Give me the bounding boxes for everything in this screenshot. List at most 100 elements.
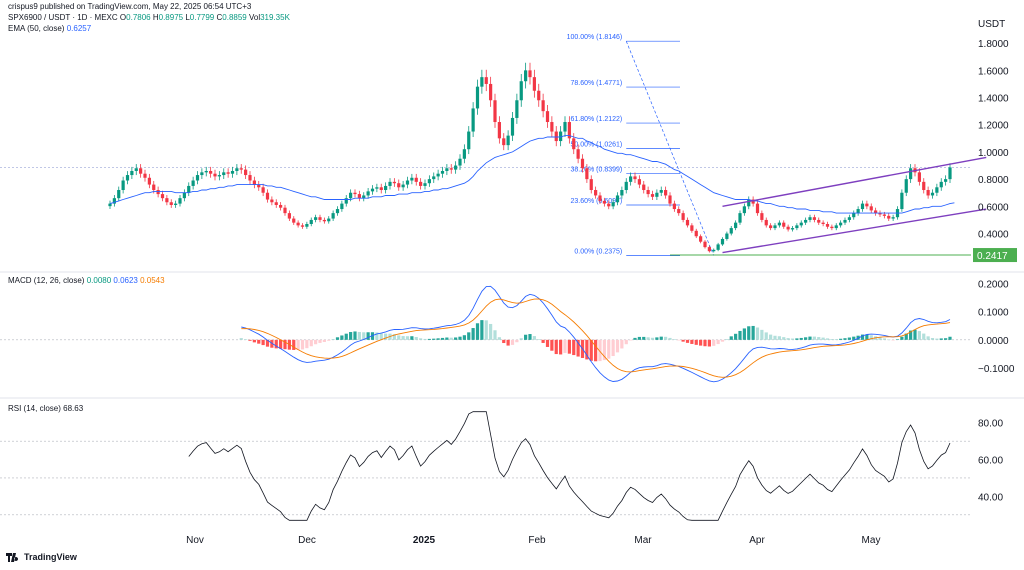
macd-histogram-bar xyxy=(598,339,602,362)
price-tick-label: 0.6000 xyxy=(978,202,1009,213)
macd-histogram-bar xyxy=(257,339,261,344)
macd-histogram-bar xyxy=(882,338,886,340)
macd-histogram-bar xyxy=(379,333,383,340)
macd-histogram-bar xyxy=(703,339,707,347)
macd-histogram-bar xyxy=(397,335,401,340)
macd-histogram-bar xyxy=(493,330,497,340)
candle-body xyxy=(611,202,615,207)
macd-histogram-bar xyxy=(305,339,309,349)
macd-histogram-bar xyxy=(817,337,821,340)
tradingview-footer: TradingView xyxy=(6,552,77,562)
candle-body xyxy=(550,122,554,132)
candle-body xyxy=(125,175,130,181)
candle-body xyxy=(594,190,598,196)
macd-histogram-bar xyxy=(515,339,519,343)
rsi-tick-label: 60.00 xyxy=(978,456,1003,467)
macd-histogram-bar xyxy=(322,339,326,342)
candle-body xyxy=(440,170,445,174)
candle-body xyxy=(856,209,860,214)
candle-body xyxy=(191,180,195,186)
candle-body xyxy=(646,190,650,195)
candle-body xyxy=(174,203,178,205)
candle-body xyxy=(187,185,191,193)
macd-histogram-bar xyxy=(445,337,449,340)
x-tick-label: Nov xyxy=(186,535,204,546)
macd-histogram-bar xyxy=(375,332,379,340)
macd-histogram-bar xyxy=(261,339,265,346)
candle-body xyxy=(830,226,834,229)
macd-histogram-bar xyxy=(694,339,698,345)
candle-body xyxy=(222,172,226,176)
macd-histogram-bar xyxy=(405,336,410,340)
candle-body xyxy=(659,190,663,193)
candle-body xyxy=(475,86,480,109)
candle-body xyxy=(541,100,545,112)
candle-body xyxy=(134,168,138,171)
macd-histogram-bar xyxy=(869,335,873,340)
macd-histogram-bar xyxy=(751,325,755,340)
macd-line xyxy=(241,285,951,383)
macd-histogram-bar xyxy=(239,338,243,340)
open-label: O xyxy=(119,13,127,22)
macd-histogram-bar xyxy=(790,338,795,340)
candle-body xyxy=(699,236,703,242)
macd-histogram-bar xyxy=(572,339,576,356)
candle-body xyxy=(235,168,239,171)
macd-histogram-bar xyxy=(852,336,856,340)
macd-histogram-bar xyxy=(248,339,252,341)
candle-body xyxy=(620,190,624,196)
price-tick-label: 1.4000 xyxy=(978,94,1009,105)
macd-histogram-bar xyxy=(585,339,589,360)
macd-histogram-bar xyxy=(685,339,690,343)
fib-level-label: 38.20% (0.8399) xyxy=(570,167,622,174)
x-tick-label: Mar xyxy=(634,535,652,546)
candle-body xyxy=(825,224,830,227)
ema-line xyxy=(109,135,955,214)
symbol-name: SPX6900 / USDT · 1D · MEXC xyxy=(8,13,118,22)
macd-histogram-bar xyxy=(602,339,606,361)
candle-body xyxy=(865,203,869,207)
candle-body xyxy=(349,192,353,199)
macd-histogram-bar xyxy=(755,327,760,340)
macd-histogram-bar xyxy=(524,334,528,340)
macd-histogram-bar xyxy=(244,339,248,340)
macd-histogram-bar xyxy=(690,339,694,344)
candle-body xyxy=(948,167,952,180)
macd-histogram-bar xyxy=(458,336,462,340)
candle-body xyxy=(314,217,318,220)
candle-body xyxy=(909,168,913,180)
candle-body xyxy=(738,213,742,223)
candle-body xyxy=(182,192,186,199)
candle-body xyxy=(930,192,935,196)
candle-body xyxy=(370,188,375,192)
macd-histogram-bar xyxy=(475,323,480,340)
candle-body xyxy=(230,170,235,174)
macd-histogram-bar xyxy=(935,338,939,340)
candle-body xyxy=(532,77,536,91)
macd-histogram-bar xyxy=(283,339,287,350)
candle-body xyxy=(357,194,361,199)
macd-histogram-bar xyxy=(777,336,781,340)
candle-body xyxy=(716,244,720,250)
candle-body xyxy=(799,222,803,226)
candle-body xyxy=(248,175,252,181)
ema-value: 0.6257 xyxy=(66,24,92,33)
axes: USDT 1.8000 1.6000 1.4000 1.2000 1.0000 0.8000… xyxy=(0,19,1024,546)
candle-body xyxy=(410,177,414,181)
candle-body xyxy=(489,83,493,101)
candle-body xyxy=(270,199,274,203)
candle-body xyxy=(143,173,147,178)
macd-histogram-bar xyxy=(672,339,676,340)
high-value: 0.8975 xyxy=(158,13,184,22)
candle-body xyxy=(436,173,440,177)
candle-body xyxy=(156,190,160,195)
macd-hist-value: 0.0080 xyxy=(86,276,112,285)
price-tick-label: 1.2000 xyxy=(978,121,1009,132)
macd-histogram-bar xyxy=(576,339,580,357)
macd-line-value: 0.0623 xyxy=(113,276,138,285)
macd-histogram-bar xyxy=(309,339,313,347)
candle-body xyxy=(108,203,112,207)
macd-histogram-bar xyxy=(502,339,506,344)
candle-body xyxy=(804,219,808,223)
